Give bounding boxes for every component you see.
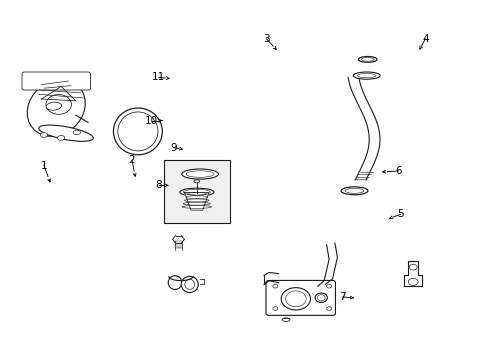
Ellipse shape — [46, 94, 71, 114]
Ellipse shape — [58, 135, 64, 140]
Text: 2: 2 — [128, 155, 135, 165]
Ellipse shape — [272, 284, 277, 288]
Ellipse shape — [168, 276, 182, 289]
Ellipse shape — [326, 307, 331, 310]
Ellipse shape — [113, 108, 162, 155]
Text: 10: 10 — [145, 116, 158, 126]
Ellipse shape — [46, 102, 61, 110]
Ellipse shape — [39, 125, 93, 141]
Polygon shape — [404, 261, 421, 286]
Ellipse shape — [407, 278, 417, 285]
Text: 3: 3 — [263, 34, 269, 44]
Ellipse shape — [183, 189, 210, 195]
FancyBboxPatch shape — [265, 280, 335, 315]
Bar — [163, 160, 229, 223]
Ellipse shape — [184, 279, 194, 289]
Ellipse shape — [180, 188, 214, 196]
Ellipse shape — [352, 72, 380, 79]
Ellipse shape — [27, 80, 85, 136]
Ellipse shape — [282, 318, 289, 321]
Text: 4: 4 — [421, 34, 428, 44]
Text: 8: 8 — [155, 180, 162, 190]
Text: 6: 6 — [394, 166, 401, 176]
Ellipse shape — [40, 132, 47, 137]
Ellipse shape — [358, 57, 376, 62]
Text: 7: 7 — [338, 292, 345, 302]
Ellipse shape — [186, 171, 214, 177]
Ellipse shape — [182, 169, 218, 179]
Ellipse shape — [281, 288, 310, 310]
Ellipse shape — [193, 180, 200, 183]
Ellipse shape — [285, 291, 305, 307]
Ellipse shape — [326, 284, 331, 288]
Ellipse shape — [408, 264, 416, 270]
Ellipse shape — [118, 112, 158, 151]
Ellipse shape — [181, 276, 198, 292]
Polygon shape — [184, 193, 209, 210]
FancyBboxPatch shape — [22, 72, 90, 90]
Ellipse shape — [340, 187, 367, 195]
Ellipse shape — [357, 73, 375, 78]
Text: 9: 9 — [170, 143, 177, 153]
Text: 1: 1 — [41, 161, 47, 171]
Ellipse shape — [314, 293, 327, 302]
Ellipse shape — [345, 188, 363, 193]
Ellipse shape — [73, 130, 80, 135]
Ellipse shape — [272, 307, 277, 310]
Ellipse shape — [317, 294, 325, 301]
Text: 5: 5 — [397, 209, 404, 219]
Ellipse shape — [361, 58, 373, 61]
Text: 11: 11 — [152, 72, 165, 82]
